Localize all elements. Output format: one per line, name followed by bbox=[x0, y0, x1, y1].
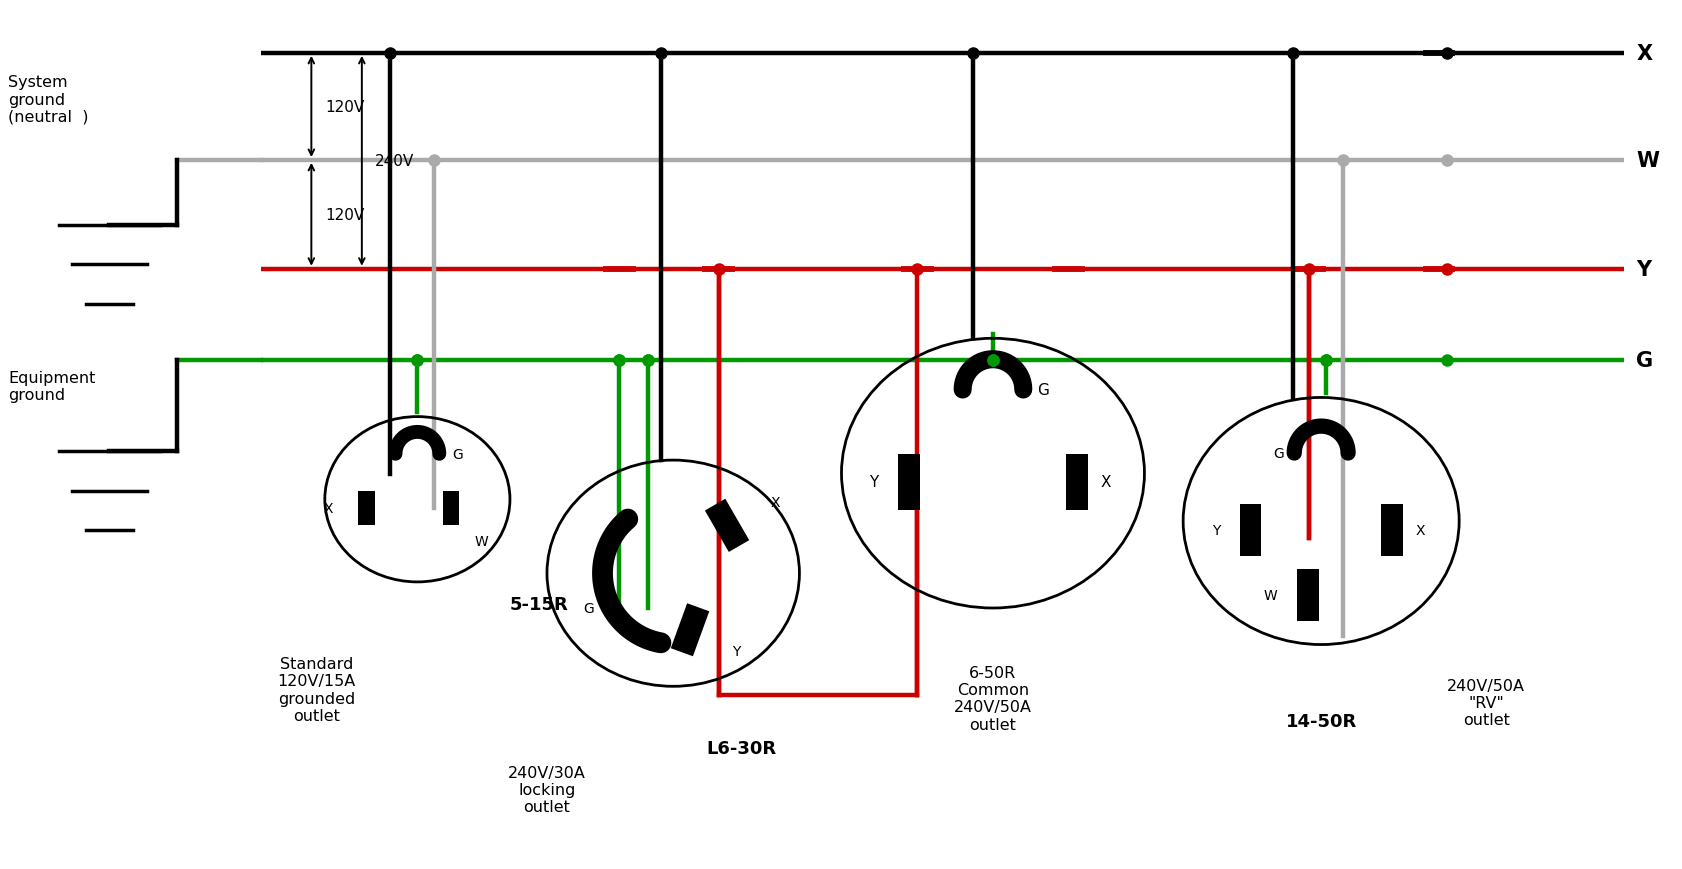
Polygon shape bbox=[358, 491, 375, 526]
Text: Y: Y bbox=[1635, 260, 1650, 279]
Text: X: X bbox=[1100, 474, 1110, 490]
Text: 5-15R: 5-15R bbox=[510, 595, 569, 613]
Polygon shape bbox=[898, 454, 918, 511]
Text: G: G bbox=[452, 448, 463, 461]
Text: Standard
120V/15A
grounded
outlet: Standard 120V/15A grounded outlet bbox=[278, 656, 355, 723]
Text: G: G bbox=[1036, 382, 1048, 398]
Text: X: X bbox=[323, 501, 333, 515]
Polygon shape bbox=[1066, 454, 1087, 511]
Text: G: G bbox=[1635, 351, 1652, 370]
Text: Y: Y bbox=[1211, 523, 1219, 537]
Text: Y: Y bbox=[732, 645, 740, 659]
Text: W: W bbox=[474, 534, 488, 548]
Text: 14-50R: 14-50R bbox=[1285, 713, 1356, 731]
Text: G: G bbox=[584, 601, 594, 615]
Text: G: G bbox=[1273, 447, 1283, 461]
Text: X: X bbox=[1635, 44, 1652, 63]
Text: L6-30R: L6-30R bbox=[706, 739, 777, 757]
Text: 240V/50A
"RV"
outlet: 240V/50A "RV" outlet bbox=[1447, 678, 1524, 727]
Text: W: W bbox=[1263, 588, 1277, 602]
Polygon shape bbox=[671, 604, 708, 656]
Polygon shape bbox=[442, 491, 459, 526]
Text: 240V: 240V bbox=[375, 154, 414, 169]
Polygon shape bbox=[1379, 504, 1401, 556]
Text: Equipment
ground: Equipment ground bbox=[8, 370, 96, 403]
Polygon shape bbox=[705, 499, 748, 553]
Text: 240V/30A
locking
outlet: 240V/30A locking outlet bbox=[508, 765, 585, 814]
Text: X: X bbox=[1415, 523, 1425, 537]
Text: 120V: 120V bbox=[325, 100, 363, 115]
Polygon shape bbox=[1297, 569, 1319, 621]
Text: W: W bbox=[1635, 151, 1658, 170]
Text: X: X bbox=[770, 495, 780, 509]
Text: 120V: 120V bbox=[325, 208, 363, 222]
Text: Y: Y bbox=[870, 474, 878, 490]
Text: 6-50R
Common
240V/50A
outlet: 6-50R Common 240V/50A outlet bbox=[954, 665, 1031, 732]
Polygon shape bbox=[1238, 504, 1262, 556]
Text: System
ground
(neutral  ): System ground (neutral ) bbox=[8, 75, 89, 125]
